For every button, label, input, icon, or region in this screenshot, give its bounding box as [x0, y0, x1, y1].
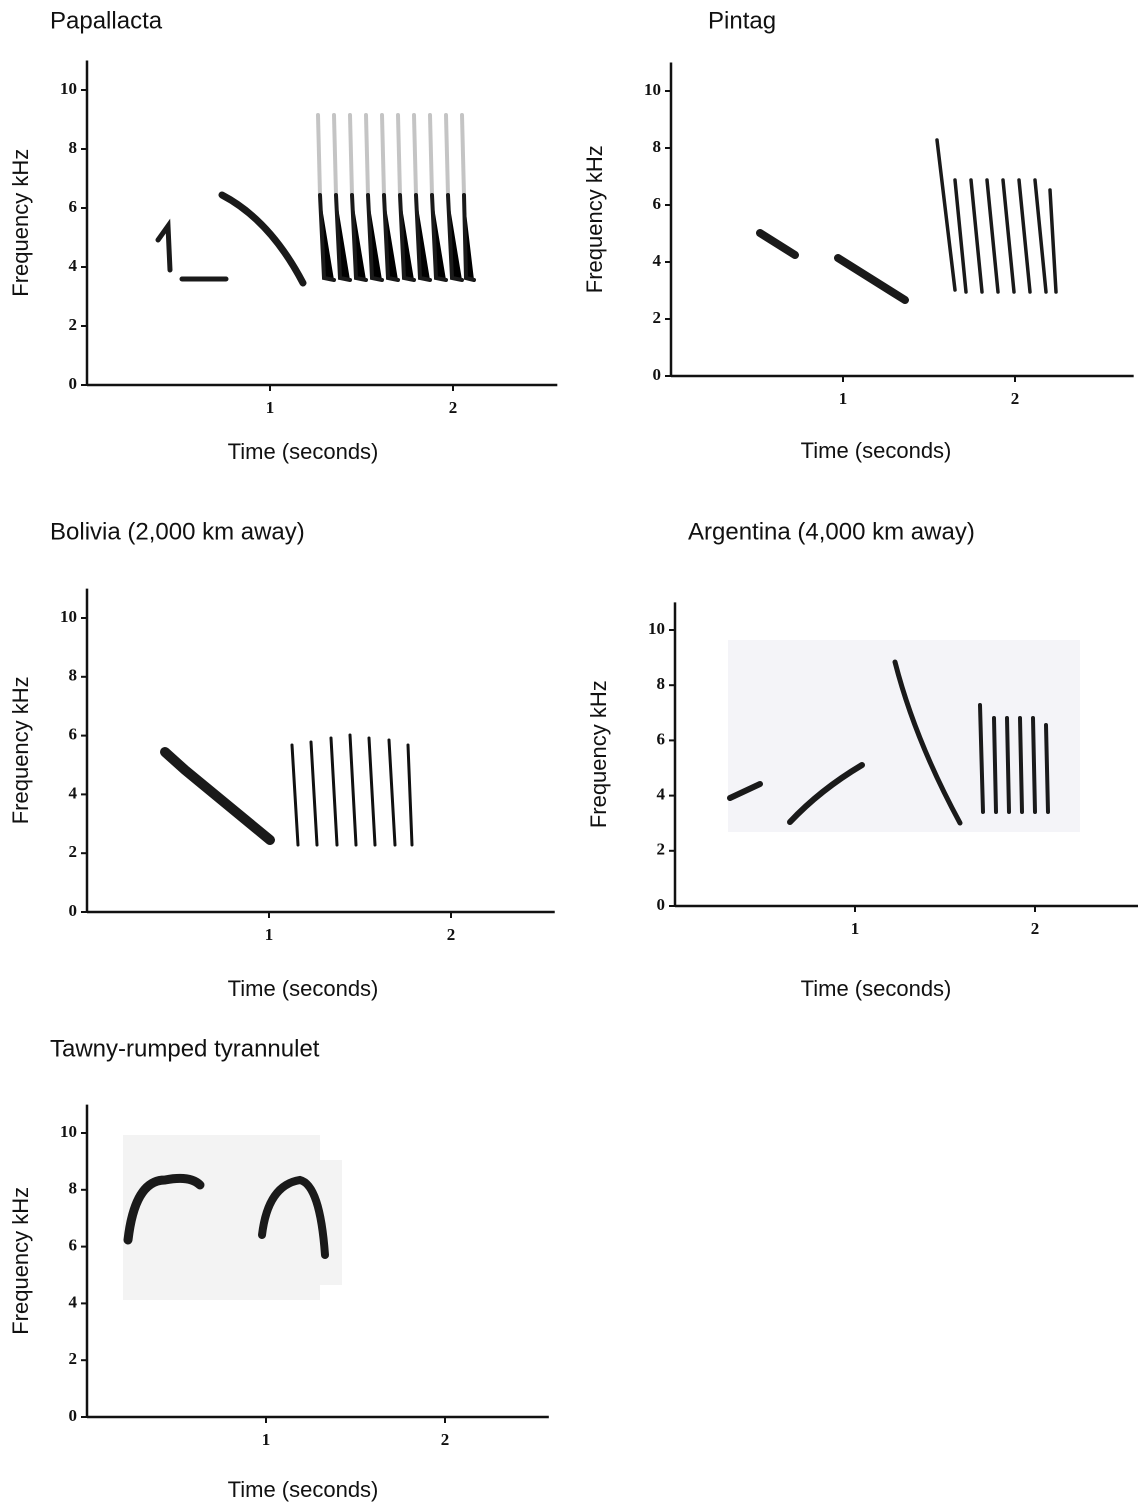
x-tick-label: 1	[839, 389, 848, 408]
y-tick-label: 8	[69, 666, 78, 685]
x-axis-label: Time (seconds)	[228, 439, 379, 464]
panel-title: Tawny-rumped tyrannulet	[50, 1035, 320, 1062]
spectrogram-traces	[123, 113, 1080, 1300]
y-tick-label: 4	[69, 1292, 78, 1311]
x-tick-label: 2	[1011, 389, 1020, 408]
y-tick-label: 10	[60, 607, 77, 626]
x-axis-label: Time (seconds)	[228, 1477, 379, 1502]
y-tick-label: 10	[60, 79, 77, 98]
x-tick-label: 1	[851, 919, 860, 938]
panel-title: Bolivia (2,000 km away)	[50, 518, 305, 545]
x-axis-label: Time (seconds)	[801, 438, 952, 463]
y-axis-label: Frequency kHz	[8, 149, 33, 297]
x-tick-label: 1	[262, 1430, 271, 1449]
y-tick-label: 0	[657, 895, 666, 914]
y-tick-label: 10	[60, 1122, 77, 1141]
x-tick-label: 2	[449, 398, 458, 417]
y-tick-label: 8	[69, 1179, 78, 1198]
y-tick-label: 0	[69, 901, 78, 920]
y-tick-label: 4	[69, 783, 78, 802]
y-tick-label: 6	[69, 1236, 78, 1255]
y-tick-label: 8	[653, 137, 662, 156]
y-tick-label: 2	[69, 1349, 78, 1368]
y-tick-label: 4	[69, 256, 78, 275]
panel-title: Argentina (4,000 km away)	[688, 518, 975, 545]
y-tick-label: 4	[657, 785, 666, 804]
x-axis-label: Time (seconds)	[801, 976, 952, 1001]
y-tick-label: 8	[69, 138, 78, 157]
x-tick-label: 1	[266, 398, 275, 417]
y-tick-label: 6	[69, 197, 78, 216]
y-axis-label: Frequency kHz	[582, 145, 607, 293]
y-tick-label: 10	[648, 619, 665, 638]
x-tick-label: 2	[447, 925, 456, 944]
panel-title: Pintag	[708, 7, 776, 34]
y-tick-label: 0	[69, 1406, 78, 1425]
y-axis-label: Frequency kHz	[586, 680, 611, 828]
y-axis-label: Frequency kHz	[8, 1187, 33, 1335]
y-tick-label: 0	[69, 374, 78, 393]
y-tick-label: 10	[644, 80, 661, 99]
y-tick-label: 6	[657, 729, 666, 748]
y-tick-label: 2	[653, 308, 662, 327]
y-tick-label: 8	[657, 674, 666, 693]
y-tick-label: 6	[653, 194, 662, 213]
y-tick-label: 4	[653, 251, 662, 270]
y-tick-label: 2	[657, 840, 666, 859]
y-tick-label: 2	[69, 315, 78, 334]
x-tick-label: 2	[1031, 919, 1040, 938]
y-tick-label: 0	[653, 365, 662, 384]
y-tick-label: 2	[69, 842, 78, 861]
x-axis-label: Time (seconds)	[228, 976, 379, 1001]
y-axis-label: Frequency kHz	[8, 676, 33, 824]
x-tick-label: 1	[265, 925, 274, 944]
x-tick-label: 2	[441, 1430, 450, 1449]
y-tick-label: 6	[69, 725, 78, 744]
panel-title: Papallacta	[50, 7, 163, 34]
